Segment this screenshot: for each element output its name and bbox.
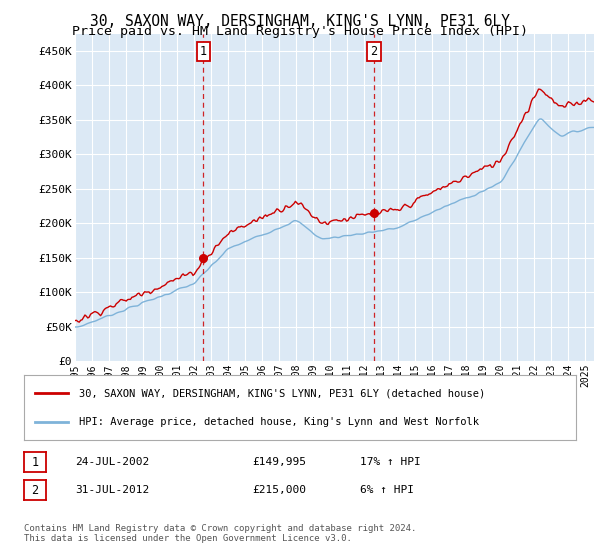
- Text: £149,995: £149,995: [252, 457, 306, 467]
- Text: Contains HM Land Registry data © Crown copyright and database right 2024.
This d: Contains HM Land Registry data © Crown c…: [24, 524, 416, 543]
- Text: 1: 1: [200, 45, 207, 58]
- Text: HPI: Average price, detached house, King's Lynn and West Norfolk: HPI: Average price, detached house, King…: [79, 417, 479, 427]
- Text: 30, SAXON WAY, DERSINGHAM, KING'S LYNN, PE31 6LY (detached house): 30, SAXON WAY, DERSINGHAM, KING'S LYNN, …: [79, 388, 485, 398]
- Text: Price paid vs. HM Land Registry's House Price Index (HPI): Price paid vs. HM Land Registry's House …: [72, 25, 528, 38]
- Text: 30, SAXON WAY, DERSINGHAM, KING'S LYNN, PE31 6LY: 30, SAXON WAY, DERSINGHAM, KING'S LYNN, …: [90, 14, 510, 29]
- Text: 31-JUL-2012: 31-JUL-2012: [75, 485, 149, 495]
- Text: 1: 1: [31, 455, 38, 469]
- Text: 24-JUL-2002: 24-JUL-2002: [75, 457, 149, 467]
- Text: 17% ↑ HPI: 17% ↑ HPI: [360, 457, 421, 467]
- Text: 2: 2: [370, 45, 377, 58]
- Text: 6% ↑ HPI: 6% ↑ HPI: [360, 485, 414, 495]
- Text: £215,000: £215,000: [252, 485, 306, 495]
- Text: 2: 2: [31, 483, 38, 497]
